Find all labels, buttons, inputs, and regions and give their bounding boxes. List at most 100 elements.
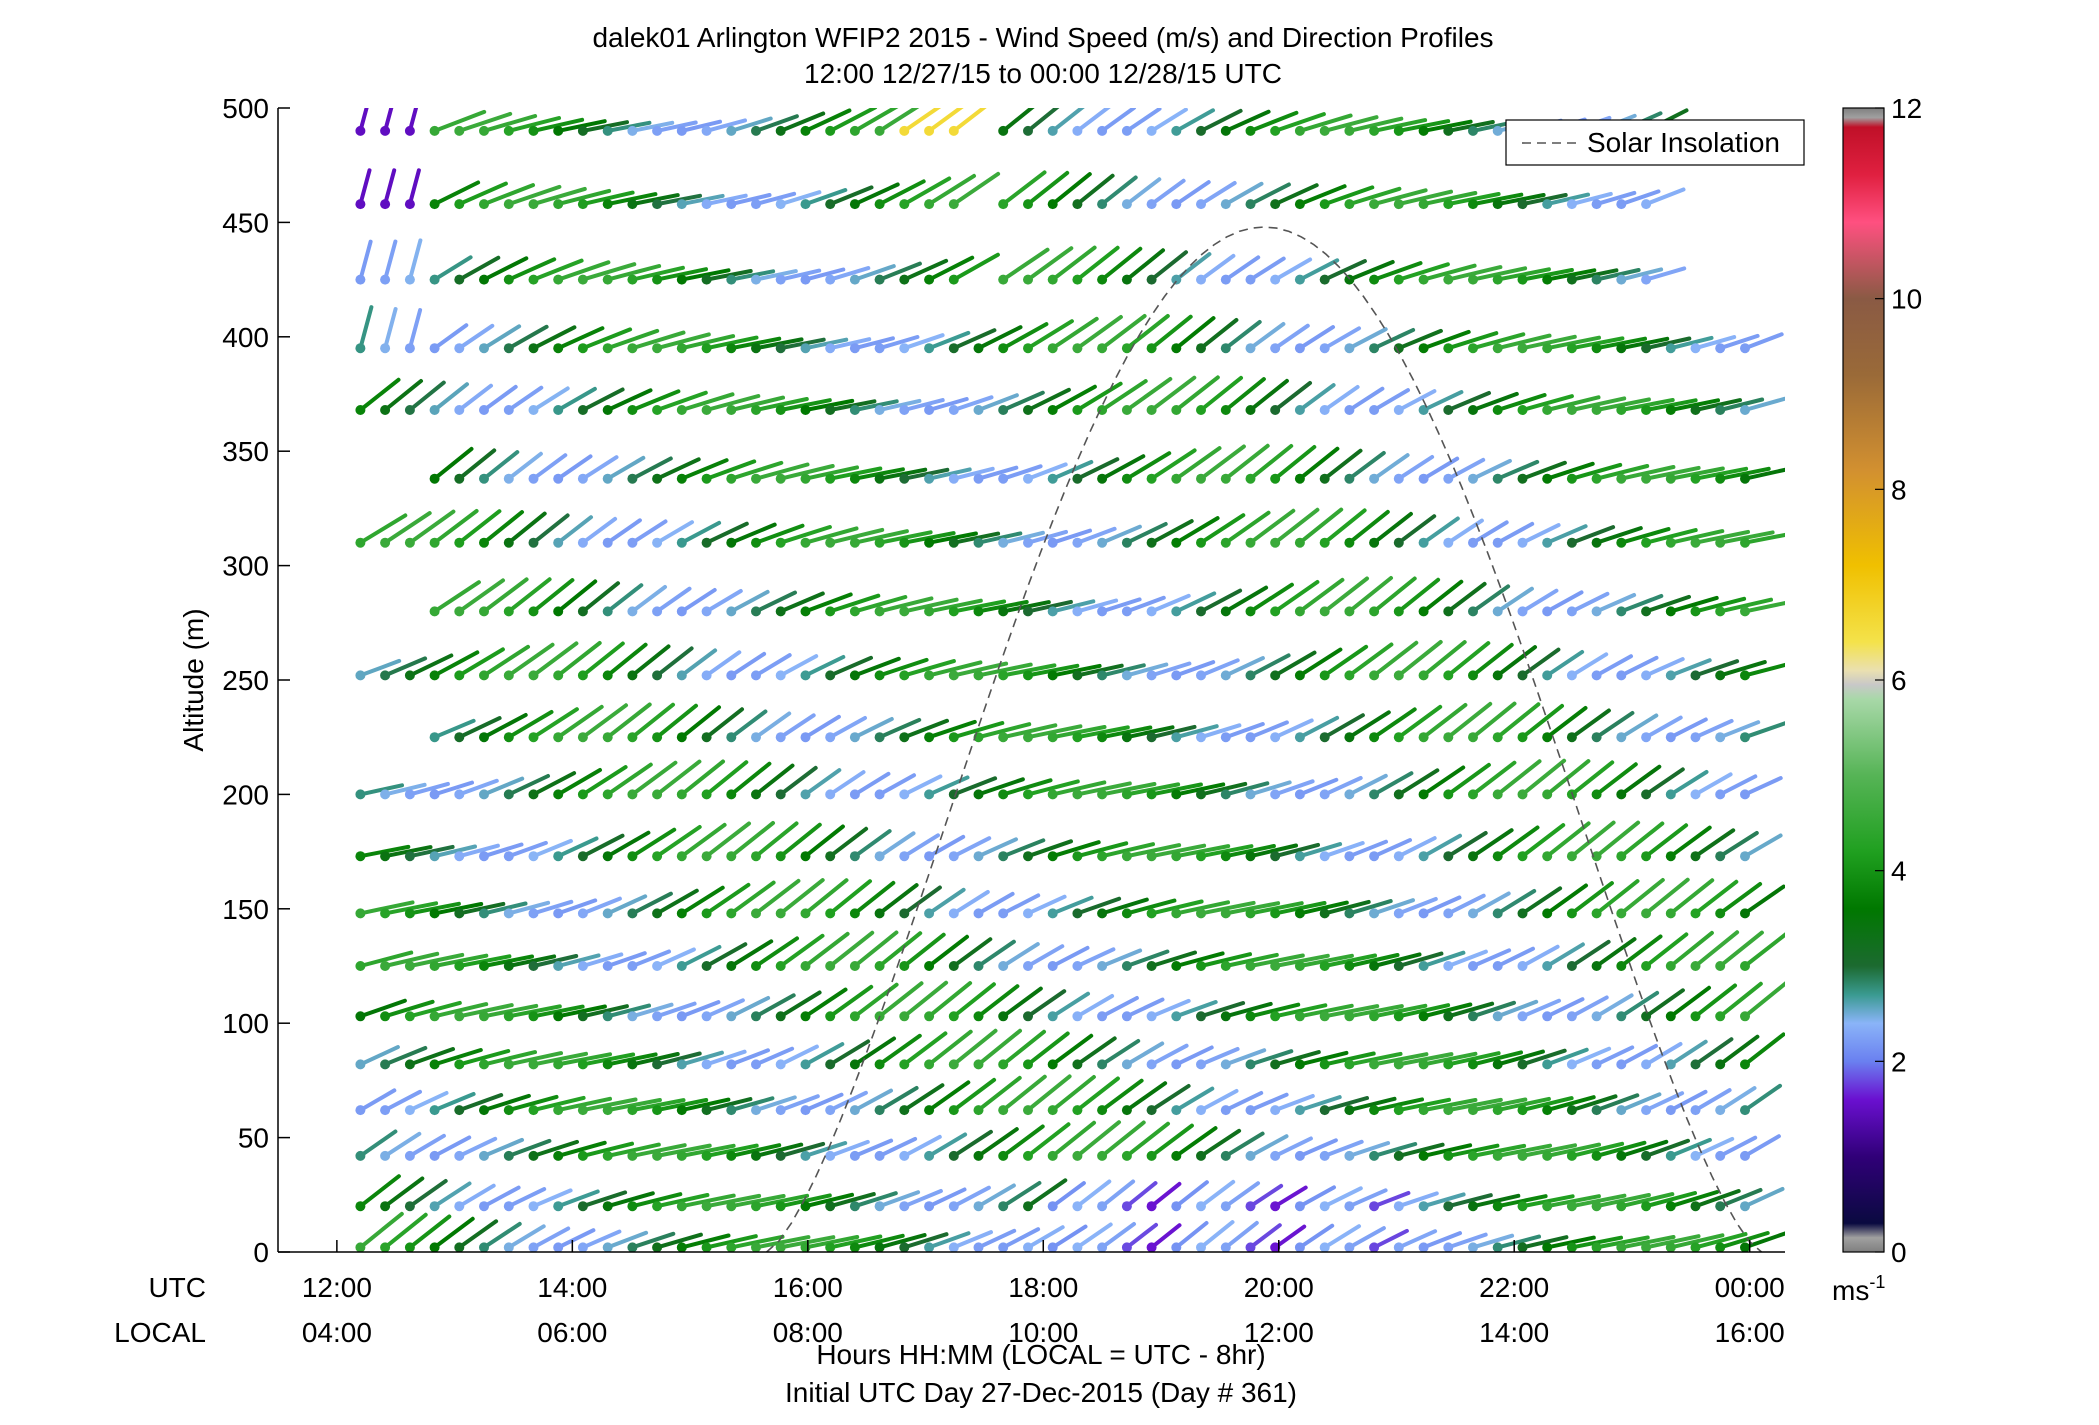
wind-barb-dot (380, 961, 391, 971)
wind-barb (1619, 1043, 1658, 1067)
wind-barb-dot (825, 670, 836, 681)
wind-barb (902, 333, 945, 351)
wind-barb (679, 193, 725, 207)
wind-barb (1075, 781, 1132, 797)
wind-barb (1149, 593, 1191, 614)
wind-barb-dot (1517, 908, 1528, 919)
wind-barb (1545, 1095, 1596, 1113)
wind-barb (1347, 186, 1402, 207)
wind-barb (1100, 246, 1143, 282)
wind-barb (482, 114, 538, 133)
wind-barb (605, 951, 647, 968)
wind-barb (1347, 451, 1386, 481)
wind-barb-dot (1196, 732, 1206, 743)
wind-barb-dot (874, 1105, 885, 1116)
wind-barb-dot (1023, 670, 1033, 681)
wind-barb-dot (1121, 1059, 1132, 1070)
wind-barb (1396, 262, 1450, 282)
wind-barb (531, 954, 579, 968)
wind-barb (605, 642, 648, 678)
wind-barb (1545, 395, 1601, 412)
wind-barb (902, 1189, 943, 1209)
wind-barb (1619, 1139, 1669, 1158)
wind-barb-dot (701, 851, 712, 862)
wind-barb-dot (1294, 1059, 1305, 1070)
wind-barb (852, 880, 896, 916)
wind-barb-dot (355, 851, 366, 862)
wind-barb (1347, 1188, 1388, 1209)
wind-barb (1495, 946, 1535, 968)
wind-barb (1644, 767, 1685, 797)
wind-barb (1594, 397, 1651, 412)
wind-barb-dot (1418, 606, 1429, 617)
wind-barb-dot (849, 961, 860, 971)
wind-barb (902, 885, 942, 916)
wind-barb (1322, 644, 1369, 678)
wind-barb (556, 704, 604, 740)
wind-barb-dot (577, 851, 588, 862)
wind-barb (358, 305, 374, 351)
wind-barb-dot (874, 851, 885, 862)
wind-barb (358, 1211, 404, 1250)
wind-barb-dot (355, 1105, 366, 1116)
wind-barb (1569, 462, 1623, 481)
wind-barb-dot (1542, 961, 1553, 971)
wind-barb (1322, 899, 1371, 916)
wind-barb (927, 887, 966, 916)
wind-barb-dot (1270, 606, 1281, 617)
wind-barb-dot (1616, 1201, 1627, 1212)
wind-barb (1001, 1181, 1042, 1209)
wind-barb-dot (924, 1201, 935, 1212)
wind-barb-dot (429, 1011, 440, 1022)
wind-barb (877, 773, 916, 797)
wind-barb-dot (1270, 1201, 1281, 1212)
wind-barb (1421, 895, 1462, 916)
wind-barb-dot (924, 732, 935, 743)
wind-barb (580, 327, 633, 351)
wind-barb-dot (1616, 473, 1627, 484)
wind-barb (1174, 316, 1216, 351)
wind-barb (803, 1235, 860, 1250)
wind-barb-dot (726, 851, 737, 862)
wind-barb (1396, 640, 1443, 678)
wind-barb-dot (553, 274, 564, 285)
wind-barb (902, 467, 950, 481)
wind-barb (1644, 988, 1685, 1019)
wind-barb (432, 718, 476, 740)
wind-barb-dot (652, 405, 663, 415)
wind-barb (531, 325, 577, 351)
wind-barb-dot (528, 1201, 539, 1212)
wind-barb (1668, 595, 1719, 614)
wind-barb-dot (1393, 1242, 1404, 1252)
wind-barb-dot (1468, 1105, 1478, 1116)
wind-barb (1050, 945, 1090, 968)
wind-barb-dot (1023, 1242, 1033, 1252)
wind-barb-dot (627, 1011, 638, 1022)
wind-barb-dot (899, 670, 910, 681)
y-tick-label: 250 (222, 665, 269, 696)
wind-barb-dot (1715, 961, 1726, 971)
wind-barb-dot (676, 537, 687, 548)
wind-barb-dot (1542, 274, 1553, 285)
wind-barb (1495, 333, 1552, 351)
wind-barb-dot (553, 199, 564, 210)
wind-barb (679, 885, 725, 916)
wind-barb-dot (1443, 606, 1454, 617)
wind-barb (1569, 820, 1616, 859)
wind-barb-dot (602, 537, 613, 548)
wind-barb (506, 954, 557, 968)
wind-barb-dot (380, 274, 391, 285)
wind-barb (531, 771, 577, 797)
wind-barb (580, 765, 628, 797)
wind-barb (704, 882, 751, 916)
wind-barb-dot (1294, 789, 1305, 800)
wind-barb-dot (1220, 405, 1231, 415)
wind-barb-dot (553, 670, 564, 681)
wind-barb-dot (1270, 1242, 1281, 1252)
wind-barb-dot (1319, 1059, 1330, 1070)
wind-barb-dot (380, 1105, 391, 1116)
wind-barb (1223, 952, 1279, 968)
wind-barb-dot (1072, 199, 1083, 210)
wind-barb-dot (1196, 606, 1206, 617)
wind-barb-dot (602, 199, 613, 210)
